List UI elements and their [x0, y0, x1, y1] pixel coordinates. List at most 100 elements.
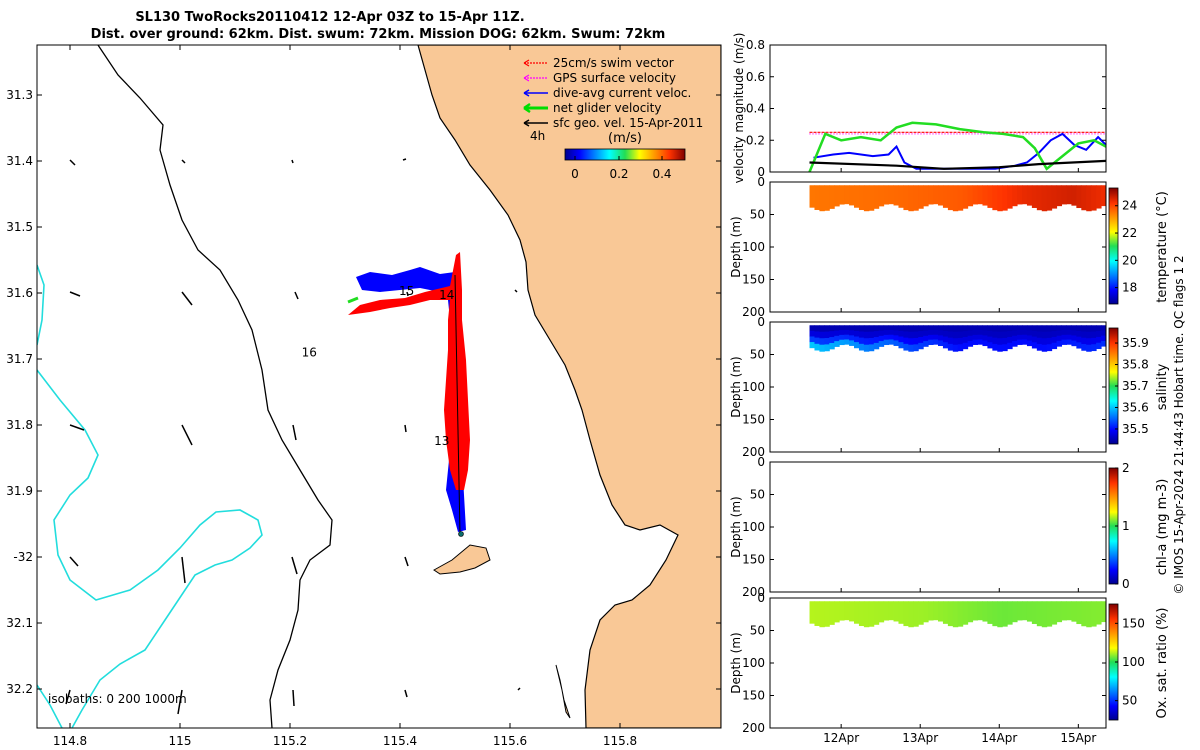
depth-panel-4: 0 50 100 150 200 Depth (m) 50 100 150 Ox. sat. ra… — [729, 591, 1170, 735]
heatmap-cell — [844, 185, 850, 205]
heatmap-cell — [863, 331, 870, 339]
heatmap-cell — [829, 337, 835, 344]
velocity-y-tick-label: 0.2 — [746, 133, 765, 147]
colorbar-tick-label: 150 — [1122, 616, 1145, 630]
heatmap-cell — [849, 601, 855, 622]
map-legend: 25cm/s swim vector GPS surface velocity … — [523, 56, 703, 130]
heatmap-cell — [1026, 330, 1033, 336]
heatmap-cell — [982, 335, 988, 341]
heatmap-cell — [962, 331, 969, 338]
heatmap-cell — [933, 325, 939, 331]
heatmap-cell — [1051, 185, 1058, 209]
heatmap-cell — [933, 339, 939, 345]
heatmap-cell — [992, 185, 998, 211]
heatmap-cell — [923, 335, 929, 342]
heatmap-cell — [918, 601, 924, 625]
glider-start-marker — [458, 531, 464, 537]
heatmap-cell — [849, 335, 855, 341]
heatmap-cell — [1017, 601, 1023, 621]
heatmap-cell — [1022, 339, 1028, 345]
heatmap-cell — [893, 340, 899, 346]
heatmap-cell — [1002, 601, 1008, 627]
heatmap-cell — [819, 338, 825, 346]
heatmap-cell — [1101, 601, 1107, 623]
depth-tick-label: 50 — [750, 488, 765, 502]
heatmap-cell — [987, 336, 993, 343]
heatmap-cell — [952, 601, 959, 628]
heatmap-cell — [938, 325, 944, 331]
heatmap-cell — [854, 185, 860, 208]
heatmap-cell — [967, 341, 974, 347]
heatmap-cell — [1022, 334, 1028, 340]
heatmap-cell — [819, 185, 825, 212]
swim-vector-cluster — [348, 252, 470, 490]
heatmap-cell — [1076, 342, 1082, 349]
heatmap-cell — [1066, 185, 1072, 205]
heatmap-cell — [839, 185, 845, 205]
depth-tick-label: 0 — [757, 591, 765, 605]
heatmap-cell — [903, 601, 909, 627]
heatmap-cell — [967, 601, 974, 623]
colorbar-tick-label: 50 — [1122, 694, 1137, 708]
heatmap-cell — [1046, 331, 1053, 339]
heatmap-cell — [1081, 331, 1087, 339]
depth-panel-1: 0 50 100 150 200 Depth (m) 18 20 22 24 temperature… — [729, 175, 1170, 319]
heatmap-cell — [962, 185, 969, 209]
heatmap-cell — [913, 185, 919, 211]
heatmap-cell — [873, 601, 880, 625]
heatmap-cell — [1076, 185, 1082, 209]
heatmap-cell — [997, 344, 1003, 352]
heatmap-cell — [1091, 185, 1097, 211]
heatmap-cell — [1002, 325, 1008, 333]
heatmap-cell — [992, 331, 998, 339]
map-x-tick-label: 114.8 — [53, 734, 87, 748]
map-y-tick-label: 31.3 — [6, 88, 33, 102]
heatmap-cell — [824, 601, 830, 627]
heatmap-cell — [844, 339, 850, 345]
map-y-tick-label: 32.1 — [6, 616, 33, 630]
map-colorbar: 0 0.2 0.4 — [564, 148, 686, 181]
time-tick-label: 15Apr — [1060, 731, 1096, 745]
colorbar-tick-label: 24 — [1122, 199, 1137, 213]
heatmap-cell — [1061, 325, 1067, 331]
heatmap-cell — [844, 334, 850, 340]
heatmap-cell — [839, 339, 845, 346]
heatmap-cell — [933, 334, 939, 340]
heatmap-cell — [873, 185, 880, 209]
heatmap-cell — [878, 335, 885, 342]
heatmap-cell — [858, 601, 865, 627]
depth-panel-3: 0 50 100 150 200 Depth (m) 0 1 2 chl-a (mg m-3) — [729, 455, 1170, 599]
heatmap-cell — [1061, 334, 1067, 341]
heatmap-cell — [933, 329, 939, 336]
heatmap-cell — [863, 344, 870, 352]
heatmap-cell — [982, 185, 988, 206]
velocity-plot-area — [808, 121, 1107, 173]
net-glider-segment — [347, 296, 359, 304]
heatmap-cell — [908, 331, 914, 339]
heatmap-cell — [863, 338, 870, 346]
heatmap-cell — [1096, 342, 1102, 350]
heatmap-cell — [908, 601, 914, 628]
legend-item-net-glider: net glider velocity — [523, 101, 661, 115]
heatmap-cell — [942, 342, 949, 349]
heatmap-cell — [923, 330, 929, 337]
heatmap-cell — [844, 329, 850, 336]
legend-item-sfc-geo-velocity: sfc geo. vel. 15-Apr-2011 — [523, 116, 703, 130]
heatmap-cell — [1046, 325, 1053, 333]
heatmap-cell — [868, 185, 875, 211]
heatmap-cell — [898, 601, 904, 624]
heatmap-cell — [849, 325, 855, 331]
heatmap-cell — [903, 325, 909, 332]
map-day-labels: 14 15 16 13 — [302, 284, 455, 448]
heatmap-cell — [952, 338, 959, 346]
heatmap-cell — [858, 331, 865, 339]
heatmap-cell — [987, 330, 993, 338]
depth-tick-label: 150 — [742, 689, 765, 703]
heatmap-cell — [1061, 330, 1067, 336]
map-day-label: 13 — [434, 434, 449, 448]
heatmap-cell — [809, 330, 815, 337]
heatmap-cell — [1091, 601, 1097, 627]
heatmap-cell — [839, 325, 845, 331]
heatmap-cell — [982, 340, 988, 347]
